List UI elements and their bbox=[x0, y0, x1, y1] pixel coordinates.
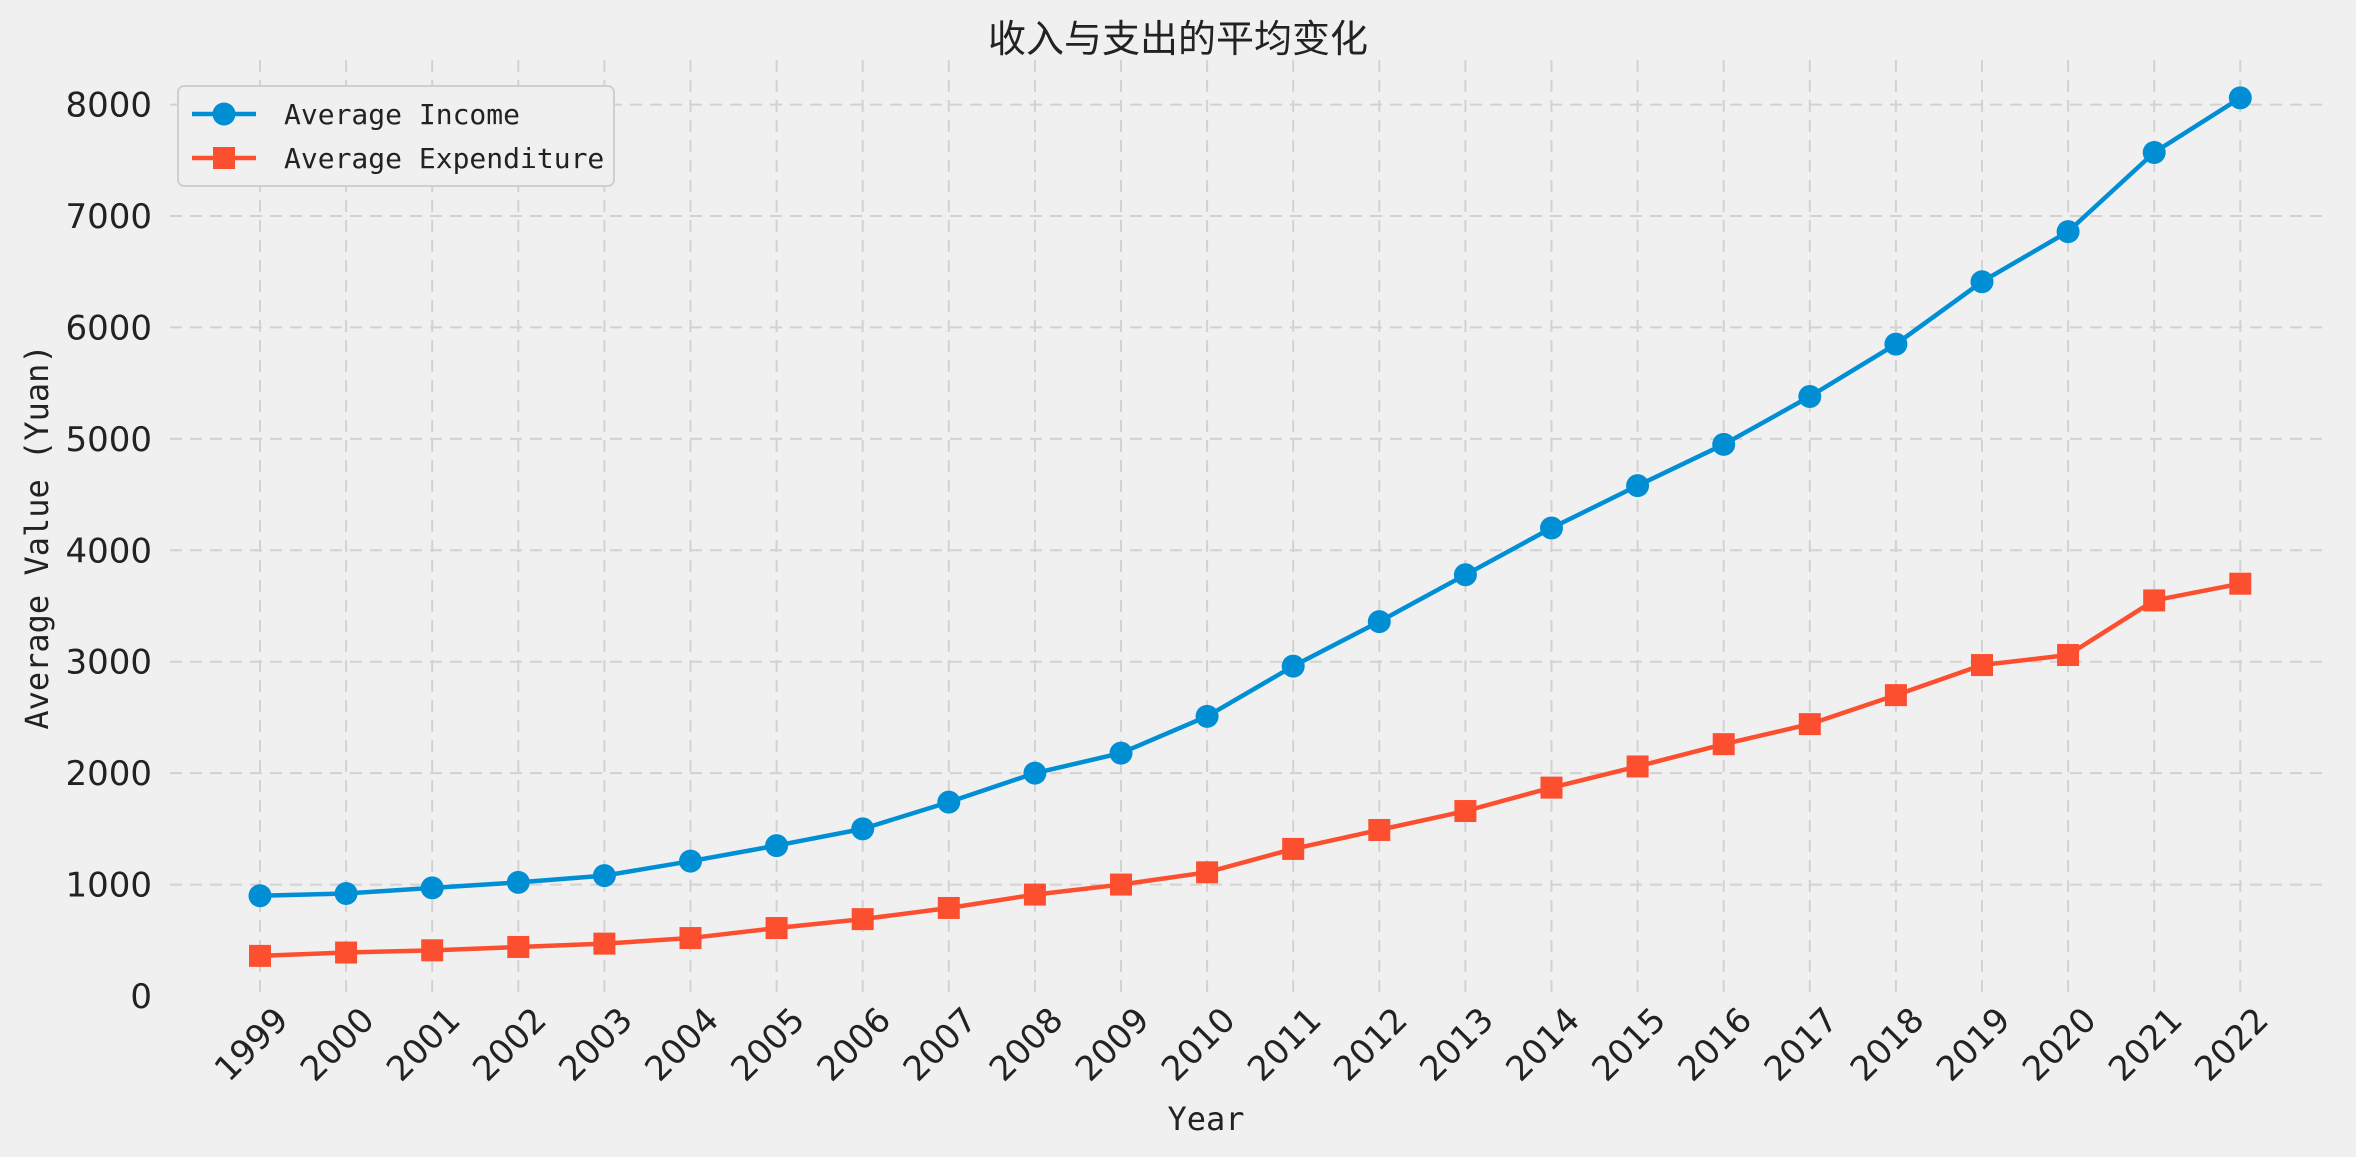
data-point bbox=[420, 876, 444, 900]
y-axis-label: Average Value (Yuan) bbox=[18, 344, 56, 729]
data-point bbox=[592, 864, 616, 888]
legend-marker bbox=[212, 102, 236, 126]
series-average-expenditure bbox=[249, 572, 2252, 967]
legend-items: Average Income Average Expenditure bbox=[192, 98, 604, 175]
data-point bbox=[1884, 332, 1908, 356]
data-point bbox=[679, 849, 702, 873]
data-point bbox=[421, 939, 444, 962]
data-point bbox=[765, 917, 788, 940]
legend-marker bbox=[213, 147, 235, 169]
data-point bbox=[1626, 755, 1649, 778]
data-point bbox=[507, 935, 530, 958]
data-point bbox=[2143, 589, 2166, 612]
y-tick-label: 1000 bbox=[65, 866, 152, 906]
legend-label: Average Expenditure bbox=[284, 142, 604, 175]
data-point bbox=[1712, 432, 1736, 456]
data-point bbox=[1023, 761, 1047, 785]
y-tick-label: 3000 bbox=[65, 643, 152, 683]
data-point bbox=[1540, 516, 1563, 540]
series-layer bbox=[248, 86, 2252, 967]
data-point bbox=[937, 790, 961, 814]
data-point bbox=[1109, 741, 1133, 765]
data-point bbox=[248, 884, 272, 908]
data-point bbox=[335, 941, 358, 964]
data-point bbox=[1454, 800, 1477, 823]
y-tick-label: 0 bbox=[130, 977, 152, 1017]
data-point bbox=[1195, 704, 1219, 728]
series-line bbox=[259, 95, 2242, 898]
data-point bbox=[765, 834, 789, 858]
data-point bbox=[679, 927, 702, 950]
data-point bbox=[2228, 86, 2252, 110]
data-point bbox=[1023, 883, 1046, 906]
data-point bbox=[1282, 837, 1305, 860]
data-point bbox=[1196, 861, 1219, 884]
data-point bbox=[1971, 654, 1993, 677]
data-point bbox=[2229, 572, 2252, 595]
data-point bbox=[334, 881, 358, 905]
data-point bbox=[1626, 474, 1650, 498]
data-point bbox=[1540, 776, 1563, 799]
data-point bbox=[1281, 654, 1305, 678]
data-point bbox=[1884, 684, 1907, 707]
y-tick-label: 8000 bbox=[65, 86, 152, 126]
data-point bbox=[1798, 713, 1821, 736]
y-tick-label: 5000 bbox=[65, 420, 152, 460]
data-point bbox=[851, 817, 875, 841]
data-point bbox=[506, 870, 530, 894]
data-point bbox=[1970, 270, 1994, 294]
y-tick-label: 7000 bbox=[65, 197, 152, 237]
data-point bbox=[1712, 733, 1735, 756]
data-point bbox=[1798, 385, 1822, 409]
data-point bbox=[1110, 873, 1132, 896]
legend-box bbox=[177, 85, 615, 187]
data-point bbox=[1367, 610, 1391, 634]
series-line bbox=[259, 581, 2241, 959]
legend-label: Average Income bbox=[284, 98, 520, 131]
legend: Average Income Average Expenditure bbox=[177, 85, 615, 187]
data-point bbox=[937, 896, 960, 919]
data-point bbox=[2057, 644, 2080, 667]
data-point bbox=[851, 908, 874, 931]
data-point bbox=[249, 944, 271, 967]
data-point bbox=[2056, 220, 2080, 244]
y-tick-label: 2000 bbox=[65, 754, 152, 794]
y-tick-label: 6000 bbox=[65, 308, 152, 348]
data-point bbox=[1453, 563, 1477, 587]
x-axis-label: Year bbox=[1167, 1100, 1244, 1138]
data-point bbox=[1368, 818, 1391, 841]
series-average-income bbox=[248, 86, 2252, 908]
y-tick-labels: 0 1000 2000 3000 4000 5000 6000 7000 8000 bbox=[65, 86, 152, 1017]
data-point bbox=[2142, 140, 2166, 164]
chart-title: 收入与支出的平均变化 bbox=[988, 17, 1368, 61]
y-tick-label: 4000 bbox=[65, 531, 152, 571]
data-point bbox=[593, 932, 616, 955]
